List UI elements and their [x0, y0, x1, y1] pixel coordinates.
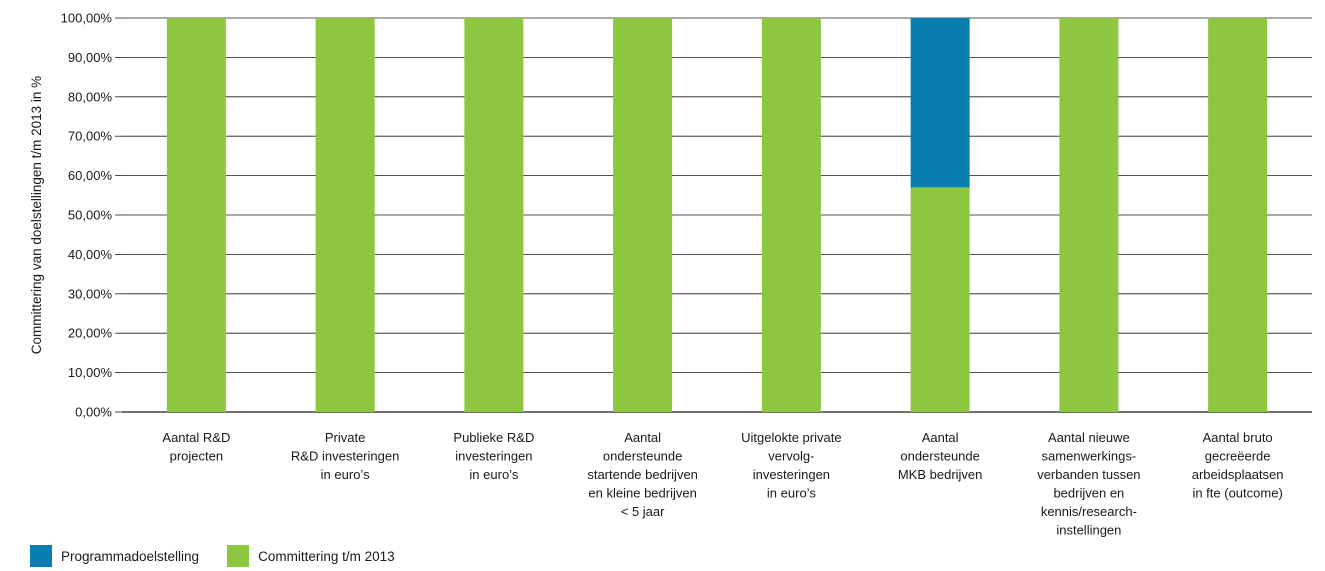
x-category-label-line: ondersteunde	[603, 449, 683, 464]
x-category-label: Aantal bruto gecreëerde arbeidsplaatsen in …	[1192, 430, 1284, 501]
bars	[166, 18, 1268, 412]
bar-committering-t-m-2013	[315, 18, 375, 412]
gridlines	[115, 17, 1312, 413]
x-category-label-line: en kleine bedrijven	[588, 486, 696, 501]
x-category-label: Aantal nieuwe samenwerkings-verbanden tus…	[1037, 430, 1140, 538]
bar-committering-t-m-2013	[464, 18, 524, 412]
x-category-label-line: Aantal	[922, 430, 959, 445]
y-axis-tick-labels: 0,00% 10,00% 20,00% 30,00% 40,00% 50,00% 60,00…	[61, 11, 113, 420]
x-category-label-line: ondersteunde	[900, 449, 980, 464]
bar-committering-t-m-2013	[910, 187, 970, 412]
y-tick-label: 0,00%	[75, 405, 112, 420]
x-category-label: Aantal R&D projecten	[162, 430, 230, 464]
legend-label: Programmadoelstelling	[61, 548, 200, 564]
x-category-label-line: < 5 jaar	[621, 504, 665, 519]
legend-swatch-blue	[30, 545, 52, 567]
bar-committering-t-m-2013	[1208, 18, 1268, 412]
y-tick-label: 50,00%	[68, 208, 113, 223]
x-category-label-line: projecten	[170, 449, 223, 464]
y-axis-title: Committering van doelstellingen t/m 2013…	[29, 76, 44, 354]
x-category-label-line: Private	[325, 430, 365, 445]
bar-committering-t-m-2013	[761, 18, 821, 412]
x-category-label-line: MKB bedrijven	[898, 467, 983, 482]
x-category-label-line: Aantal R&D	[162, 430, 230, 445]
x-axis-category-labels: Aantal R&D projecten Private R&D investerin…	[162, 430, 1283, 538]
x-category-label-line: vervolg-	[768, 449, 814, 464]
x-category-label-line: Aantal bruto	[1203, 430, 1273, 445]
x-category-label-line: in euro’s	[321, 467, 370, 482]
x-category-label-line: Publieke R&D	[453, 430, 534, 445]
x-category-label-line: samenwerkings-	[1042, 449, 1137, 464]
x-category-label-line: R&D investeringen	[291, 449, 399, 464]
bar-committering-t-m-2013	[613, 18, 673, 412]
x-category-label-line: investeringen	[753, 467, 830, 482]
x-category-label: Uitgelokte private vervolg-investeringen i…	[741, 430, 841, 501]
x-category-label-line: gecreëerde	[1205, 449, 1271, 464]
legend-item-programmadoelstelling: Programmadoelstelling	[30, 545, 199, 567]
x-category-label-line: in euro’s	[767, 486, 816, 501]
bar-committering-t-m-2013	[1059, 18, 1119, 412]
legend-label: Committering t/m 2013	[258, 548, 395, 564]
y-tick-label: 40,00%	[68, 247, 113, 262]
x-category-label-line: Aantal	[624, 430, 661, 445]
x-category-label-line: investeringen	[455, 449, 532, 464]
y-tick-label: 70,00%	[68, 129, 113, 144]
bar-programmadoelstelling	[910, 18, 970, 188]
x-category-label-line: bedrijven en	[1053, 486, 1124, 501]
x-category-label-line: verbanden tussen	[1037, 467, 1140, 482]
y-tick-label: 100,00%	[61, 11, 113, 26]
x-category-label-line: kennis/research-	[1041, 504, 1137, 519]
x-category-label: Publieke R&D investeringen in euro’s	[453, 430, 534, 482]
x-category-label-line: instellingen	[1056, 523, 1121, 538]
x-category-label-line: in euro’s	[469, 467, 518, 482]
x-category-label-line: Aantal nieuwe	[1048, 430, 1130, 445]
x-category-label-line: in fte (outcome)	[1192, 486, 1282, 501]
y-tick-label: 30,00%	[68, 286, 113, 301]
x-category-label: Aantal ondersteunde startende bedrijven en …	[587, 430, 698, 519]
x-category-label: Private R&D investeringen in euro’s	[291, 430, 399, 482]
x-category-label-line: Uitgelokte private	[741, 430, 841, 445]
y-tick-label: 20,00%	[68, 326, 113, 341]
x-category-label-line: startende bedrijven	[587, 467, 698, 482]
bar-committering-t-m-2013	[166, 18, 226, 412]
y-tick-label: 90,00%	[68, 50, 113, 65]
legend-item-committering: Committering t/m 2013	[227, 545, 395, 567]
legend: Programmadoelstelling Committering t/m 2…	[30, 544, 423, 568]
y-tick-label: 60,00%	[68, 168, 113, 183]
y-tick-label: 80,00%	[68, 89, 113, 104]
y-tick-label: 10,00%	[68, 365, 113, 380]
x-category-label: Aantal ondersteunde MKB bedrijven	[898, 430, 983, 482]
x-category-label-line: arbeidsplaatsen	[1192, 467, 1284, 482]
legend-swatch-green	[227, 545, 250, 567]
